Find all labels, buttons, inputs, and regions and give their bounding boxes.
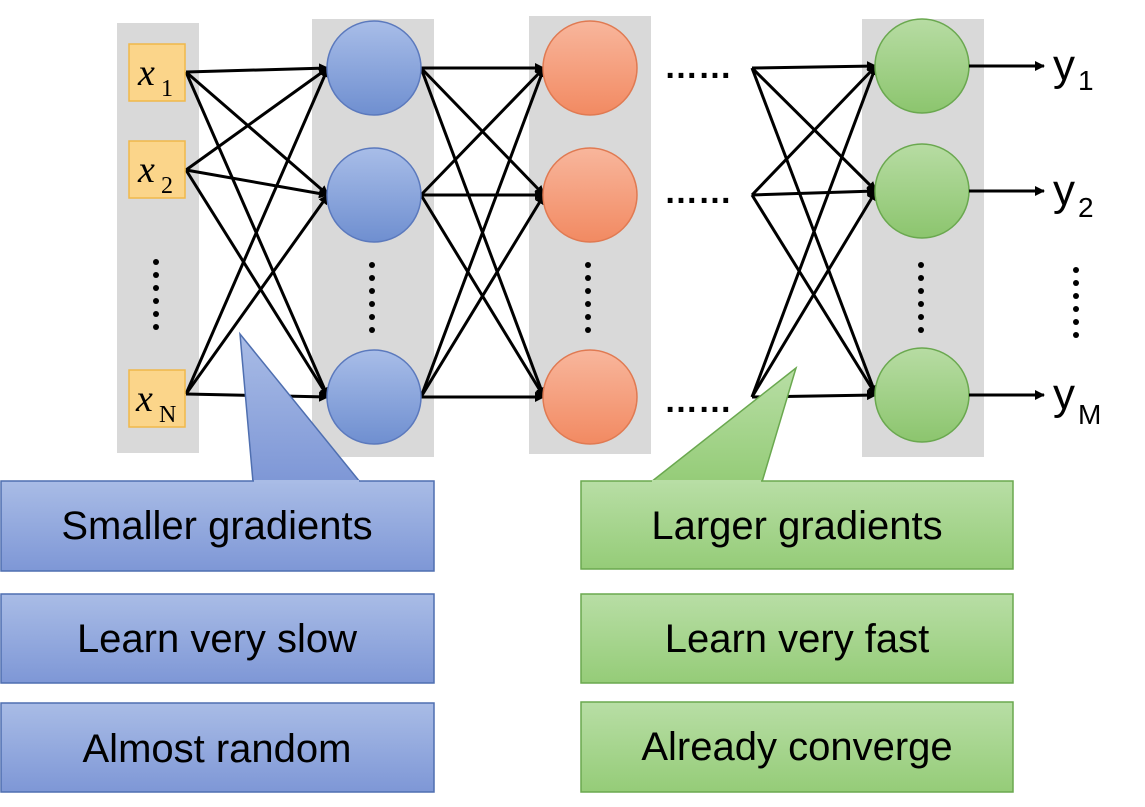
input-label-2: x — [137, 149, 155, 191]
edge-in1-l1n0 — [185, 66, 329, 172]
hidden-ellipsis-1: …… — [664, 48, 732, 86]
right-label-already-converge: Already converge — [641, 725, 952, 769]
output-node-2: y 2 — [1053, 166, 1094, 223]
output-node-m: y M — [1053, 370, 1101, 430]
edge-in1-l1n2 — [184, 169, 330, 398]
layer3-vertical-ellipsis — [918, 262, 924, 333]
output-node-1: y 1 — [1053, 41, 1094, 96]
output-label-1: y — [1053, 41, 1075, 90]
left-callout-box-3 — [0, 702, 435, 793]
right-callout-box-3 — [580, 701, 1014, 793]
edge-hid2-l3n1 — [750, 190, 878, 398]
input-label-1: x — [137, 52, 155, 94]
neuron-l2-m — [542, 349, 638, 445]
left-callout-box-2 — [0, 593, 435, 684]
output-sub-m: M — [1078, 399, 1101, 430]
right-label-learn-very-fast: Learn very fast — [665, 617, 930, 661]
output-sub-1: 1 — [1078, 65, 1094, 96]
input-label-n: x — [135, 378, 153, 420]
input-node-n: x N — [128, 369, 186, 428]
connection-arrows — [184, 61, 878, 402]
edge-in2-l1n1 — [184, 194, 330, 395]
edge-hid2-l3n0 — [750, 65, 878, 398]
neuron-l2-1 — [542, 20, 638, 116]
left-label-smaller-gradients: Smaller gradients — [61, 504, 372, 548]
hidden-ellipsis-3: …… — [664, 382, 732, 420]
output-label-m: y — [1053, 370, 1075, 419]
edge-hid1-l3n1 — [751, 186, 877, 197]
neuron-l3-m — [874, 347, 970, 443]
right-label-larger-gradients: Larger gradients — [651, 504, 942, 548]
edge-l1n2-l2n1 — [419, 194, 546, 398]
left-label-almost-random: Almost random — [83, 727, 352, 771]
left-callout-box-1-seam — [254, 480, 359, 483]
output-sub-2: 2 — [1078, 192, 1094, 223]
edge-hid0-l3n0 — [751, 61, 877, 72]
left-label-learn-very-slow: Learn very slow — [77, 617, 357, 661]
left-callout-box-1 — [0, 480, 435, 572]
input-node-2: x 2 — [128, 140, 186, 199]
input-sub-1: 1 — [161, 76, 173, 102]
edge-in2-l1n0 — [184, 67, 330, 395]
edge-l1n1-l2n0 — [419, 66, 546, 197]
edge-in0-l1n0 — [185, 63, 329, 74]
layer1-vertical-ellipsis — [369, 262, 375, 333]
neuron-l1-2 — [326, 147, 422, 243]
output-vertical-ellipsis — [1073, 267, 1079, 338]
hidden-ellipsis-2: …… — [664, 173, 732, 211]
input-vertical-ellipsis — [153, 259, 159, 330]
output-label-2: y — [1053, 166, 1075, 215]
edge-hid1-l3n0 — [750, 64, 878, 197]
neuron-l1-m — [326, 349, 422, 445]
edge-l1n2-l2n0 — [419, 67, 546, 398]
neuron-l3-2 — [874, 143, 970, 239]
input-node-1: x 1 — [128, 43, 186, 102]
edge-in1-l1n1 — [185, 168, 329, 199]
layer2-vertical-ellipsis — [585, 262, 591, 333]
input-sub-n: N — [159, 402, 176, 428]
neuron-l3-1 — [874, 18, 970, 114]
neuron-l1-1 — [326, 20, 422, 116]
right-callout-box-2 — [580, 593, 1014, 684]
right-callout-box-1 — [580, 480, 1014, 570]
edge-in0-l1n1 — [185, 70, 329, 197]
input-sub-2: 2 — [161, 173, 173, 199]
right-callout-box-1-seam — [652, 480, 761, 483]
neuron-l2-2 — [542, 147, 638, 243]
